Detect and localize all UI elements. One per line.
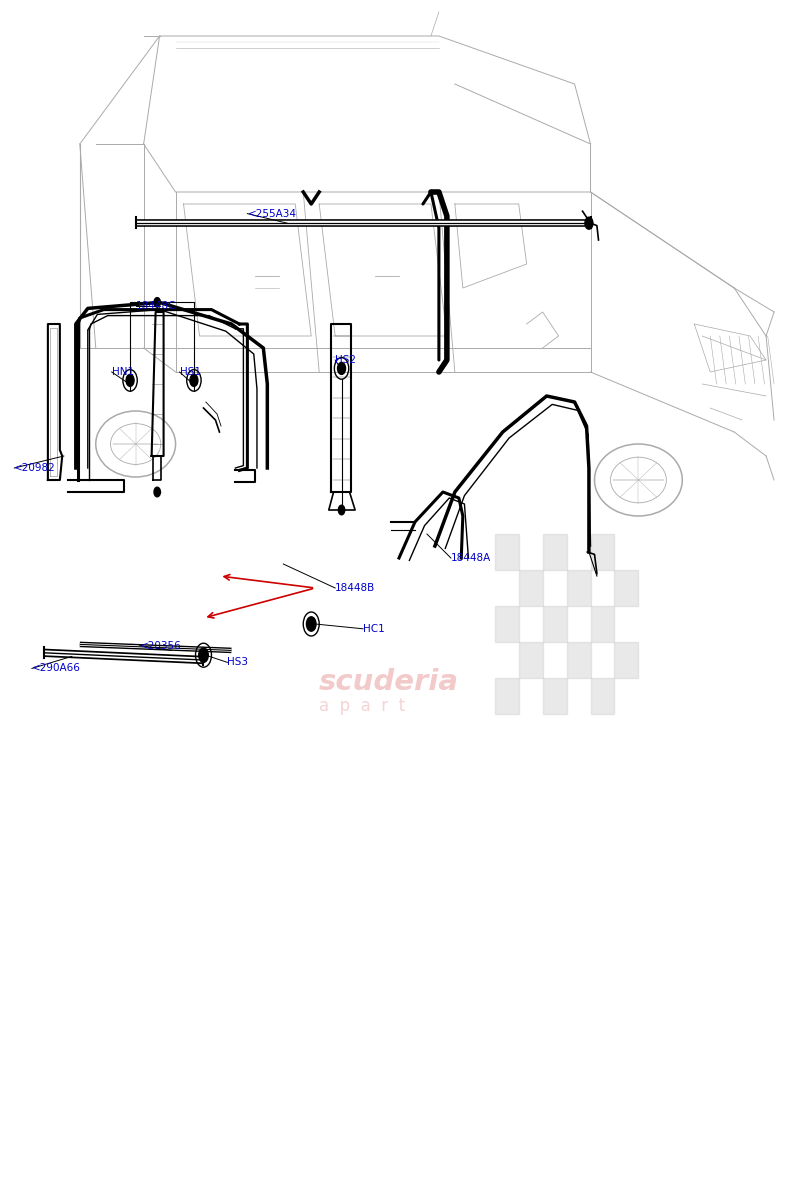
Circle shape: [338, 505, 345, 515]
Text: <255A34: <255A34: [247, 209, 296, 218]
Bar: [495, 534, 519, 570]
Circle shape: [154, 298, 160, 307]
Bar: [591, 534, 614, 570]
Circle shape: [306, 617, 316, 631]
Bar: [567, 642, 591, 678]
Text: 18448B: 18448B: [335, 583, 375, 593]
Text: HS1: HS1: [180, 367, 200, 377]
Text: <20356: <20356: [140, 641, 181, 650]
Bar: [543, 606, 567, 642]
Bar: [495, 678, 519, 714]
Bar: [519, 570, 543, 606]
Text: <290A66: <290A66: [32, 664, 81, 673]
Text: HC1: HC1: [363, 624, 385, 634]
Bar: [543, 534, 567, 570]
Text: HS2: HS2: [335, 355, 356, 365]
Circle shape: [338, 362, 346, 374]
Text: a  p  a  r  t: a p a r t: [319, 696, 405, 714]
Bar: [567, 570, 591, 606]
Circle shape: [199, 648, 208, 662]
Text: HS3: HS3: [227, 658, 248, 667]
Circle shape: [126, 374, 134, 386]
Text: 18448C: 18448C: [136, 301, 176, 311]
Bar: [614, 642, 638, 678]
Bar: [495, 606, 519, 642]
Text: HN1: HN1: [112, 367, 134, 377]
Text: <20982: <20982: [14, 463, 56, 473]
Bar: [519, 642, 543, 678]
Bar: [614, 570, 638, 606]
Circle shape: [190, 374, 198, 386]
Text: scuderia: scuderia: [319, 667, 459, 696]
Text: 18448A: 18448A: [451, 553, 491, 563]
Bar: [591, 606, 614, 642]
Bar: [543, 678, 567, 714]
Circle shape: [154, 487, 160, 497]
Circle shape: [585, 217, 593, 229]
Bar: [591, 678, 614, 714]
